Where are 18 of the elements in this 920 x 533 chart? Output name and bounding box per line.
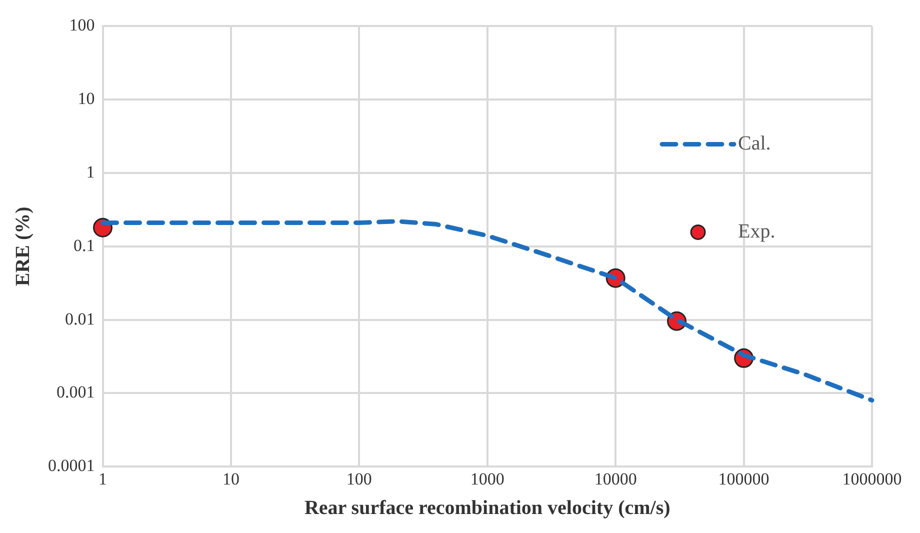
y-tick-label: 100 [69, 16, 95, 35]
x-tick-label: 100 [346, 469, 372, 488]
x-tick-label: 1000 [470, 469, 504, 488]
x-axis-title: Rear surface recombination velocity (cm/s) [304, 497, 670, 520]
y-tick-label: 0.0001 [48, 456, 95, 476]
legend-label: Exp. [738, 220, 776, 242]
y-tick-label: 0.01 [65, 309, 95, 328]
x-tick-label: 10 [222, 469, 240, 488]
y-tick-label: 10 [78, 89, 95, 108]
x-tick-label: 10000 [594, 469, 637, 488]
legend-label: Cal. [738, 132, 771, 154]
y-axis-title: ERE (%) [12, 206, 34, 286]
y-tick-label: 0.001 [56, 382, 95, 402]
x-tick-label: 100000 [718, 469, 770, 488]
y-tick-label: 0.1 [74, 236, 95, 255]
y-tick-label: 1 [86, 162, 95, 182]
x-tick-label: 1000000 [842, 469, 902, 488]
x-tick-label: 1 [98, 469, 107, 488]
